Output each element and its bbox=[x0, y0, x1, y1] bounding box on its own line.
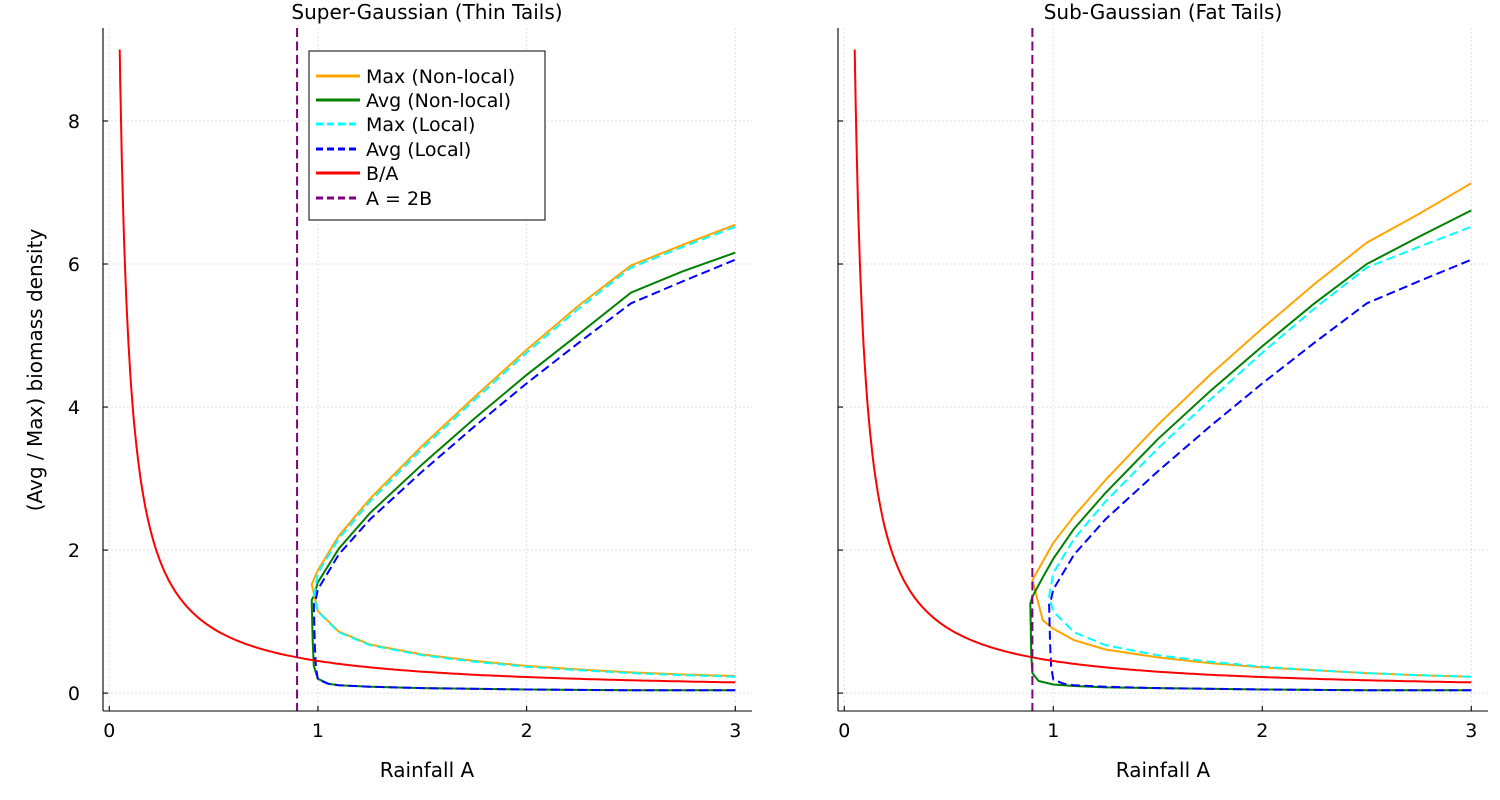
series-line-avg-local bbox=[1048, 258, 1472, 692]
x-tick-label: 0 bbox=[838, 720, 850, 742]
plot-area bbox=[838, 28, 1488, 711]
series-line-b-over-a bbox=[853, 49, 1472, 684]
legend-label: Avg (Local) bbox=[366, 139, 471, 161]
x-axis-label: Rainfall A bbox=[1116, 758, 1211, 782]
x-axis-label: Rainfall A bbox=[380, 758, 475, 782]
legend-item: Avg (Local) bbox=[316, 139, 471, 161]
y-tick-label: 4 bbox=[68, 397, 80, 419]
panel-super-gaussian: 0 1 2 3 0 2 4 6 8 Super-Gaussian (Thin Tails) R… bbox=[23, 0, 752, 782]
legend-item: B/A bbox=[316, 163, 398, 185]
grid bbox=[103, 28, 752, 711]
x-ticks: 0 1 2 3 bbox=[103, 706, 741, 742]
legend-label: Max (Local) bbox=[366, 114, 475, 136]
x-tick-label: 2 bbox=[1256, 720, 1268, 742]
legend-item: Max (Non-local) bbox=[316, 66, 515, 88]
legend-label: A = 2B bbox=[366, 188, 432, 210]
legend-item: Max (Local) bbox=[316, 114, 475, 136]
series-line-max-non-local bbox=[310, 223, 736, 677]
panel-title: Super-Gaussian (Thin Tails) bbox=[291, 0, 562, 24]
y-tick-label: 2 bbox=[68, 540, 80, 562]
x-tick-label: 0 bbox=[103, 720, 115, 742]
series-line-max-local bbox=[312, 225, 736, 678]
series-group bbox=[853, 28, 1472, 711]
legend-label: Avg (Non-local) bbox=[366, 90, 511, 112]
x-tick-label: 3 bbox=[1465, 720, 1477, 742]
legend-label: B/A bbox=[366, 163, 398, 185]
x-ticks: 0 1 2 3 bbox=[838, 706, 1477, 742]
series-group bbox=[118, 28, 736, 711]
legend-item: Avg (Non-local) bbox=[316, 90, 511, 112]
y-tick-label: 8 bbox=[68, 111, 80, 133]
series-line-avg-local bbox=[312, 258, 736, 692]
axes bbox=[837, 28, 1488, 712]
series-line-max-local bbox=[1048, 225, 1472, 678]
x-tick-label: 2 bbox=[521, 720, 533, 742]
y-axis-label: (Avg / Max) biomass density bbox=[23, 229, 47, 512]
legend-item: A = 2B bbox=[316, 188, 432, 210]
x-tick-label: 3 bbox=[729, 720, 741, 742]
axes bbox=[102, 28, 752, 712]
legend-box bbox=[308, 50, 546, 221]
y-tick-label: 6 bbox=[68, 254, 80, 276]
x-tick-label: 1 bbox=[312, 720, 324, 742]
y-ticks bbox=[838, 120, 843, 694]
x-tick-label: 1 bbox=[1047, 720, 1059, 742]
legend-label: Max (Non-local) bbox=[366, 66, 515, 88]
panel-sub-gaussian: 0 1 2 3 Sub-Gaussian (Fat Tails) Rainfall A bbox=[837, 0, 1488, 782]
y-ticks: 0 2 4 6 8 bbox=[68, 111, 108, 705]
y-tick-label: 0 bbox=[68, 683, 80, 705]
legend: Max (Non-local) Avg (Non-local) Max (Loc… bbox=[308, 50, 546, 221]
panel-title: Sub-Gaussian (Fat Tails) bbox=[1044, 0, 1283, 24]
series-line-b-over-a bbox=[118, 49, 736, 684]
grid bbox=[838, 28, 1488, 711]
